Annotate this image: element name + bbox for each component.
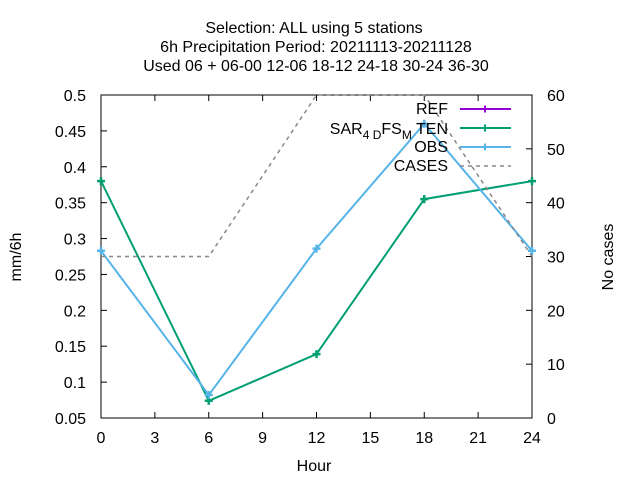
legend-label-ref: REF bbox=[416, 101, 448, 118]
x-tick-label: 9 bbox=[258, 430, 267, 447]
data-point-sar-4d-fs-m-ten bbox=[312, 350, 321, 359]
title-line-1: Selection: ALL using 5 stations bbox=[205, 20, 422, 37]
legend-label-sar-sub2: M bbox=[402, 128, 412, 142]
x-tick-label: 3 bbox=[150, 430, 159, 447]
x-axis-label: Hour bbox=[297, 458, 332, 475]
y-tick-label: 0.5 bbox=[64, 88, 86, 105]
legend-label-sar: SAR4 DFSM TEN bbox=[330, 121, 448, 142]
y2-tick-label: 0 bbox=[547, 411, 556, 428]
legend-marker-obs bbox=[481, 143, 489, 151]
y-tick-label: 0.35 bbox=[55, 196, 86, 213]
title-line-2: 6h Precipitation Period: 20211113-202111… bbox=[160, 39, 472, 56]
legend-label-obs: OBS bbox=[414, 139, 448, 156]
y-tick-label: 0.25 bbox=[55, 267, 86, 284]
legend: REF SAR4 DFSM TEN OBS CASES bbox=[330, 101, 511, 175]
data-point-obs bbox=[420, 119, 429, 128]
y2-tick-label: 10 bbox=[547, 357, 565, 374]
legend-label-sar-mid: FS bbox=[381, 121, 401, 138]
data-point-sar-4d-fs-m-ten bbox=[420, 195, 429, 204]
series-layer bbox=[97, 94, 536, 405]
y-axis-label: mm/6h bbox=[8, 233, 25, 282]
chart-title: Selection: ALL using 5 stations 6h Preci… bbox=[143, 20, 489, 75]
legend-label-sar-main: SAR bbox=[330, 121, 363, 138]
x-tick-label: 18 bbox=[415, 430, 433, 447]
y-tick-label: 0.1 bbox=[64, 375, 86, 392]
y-axis: 0.05 0.1 0.15 0.2 0.25 0.3 0.35 0.4 0.45 0.5 bbox=[55, 88, 107, 428]
y-tick-label: 0.15 bbox=[55, 339, 86, 356]
y-tick-label: 0.2 bbox=[64, 303, 86, 320]
x-tick-label: 6 bbox=[204, 430, 213, 447]
x-tick-label: 12 bbox=[308, 430, 326, 447]
y-tick-label: 0.05 bbox=[55, 411, 86, 428]
y2-axis: 0 10 20 30 40 50 60 bbox=[526, 88, 565, 428]
series-line-sar-4d-fs-m-ten bbox=[100, 180, 533, 403]
y2-axis-label: No cases bbox=[600, 224, 617, 291]
y-tick-label: 0.45 bbox=[55, 124, 86, 141]
data-point-obs bbox=[312, 244, 321, 253]
x-tick-label: 24 bbox=[523, 430, 541, 447]
legend-label-sar-tail: TEN bbox=[412, 121, 448, 138]
y2-tick-label: 40 bbox=[547, 196, 565, 213]
x-tick-label: 21 bbox=[469, 430, 487, 447]
data-point-sar-4d-fs-m-ten bbox=[528, 177, 536, 186]
data-point-obs bbox=[97, 246, 105, 255]
legend-marker-sar bbox=[481, 124, 489, 132]
data-point-sar-4d-fs-m-ten bbox=[97, 177, 105, 186]
legend-label-sar-sub1: 4 D bbox=[363, 128, 382, 142]
x-tick-label: 0 bbox=[97, 430, 106, 447]
legend-marker-ref bbox=[481, 105, 489, 113]
legend-label-cases: CASES bbox=[394, 158, 448, 175]
data-point-obs bbox=[204, 391, 213, 400]
series-line-cases bbox=[101, 94, 533, 258]
y2-tick-label: 60 bbox=[547, 88, 565, 105]
x-tick-label: 15 bbox=[361, 430, 379, 447]
y-tick-label: 0.3 bbox=[64, 232, 86, 249]
y-tick-label: 0.4 bbox=[64, 160, 86, 177]
x-axis: 0 3 6 9 12 15 18 21 24 bbox=[97, 95, 541, 447]
y2-tick-label: 30 bbox=[547, 250, 565, 267]
data-point-obs bbox=[528, 246, 536, 255]
y2-tick-label: 50 bbox=[547, 142, 565, 159]
y2-tick-label: 20 bbox=[547, 303, 565, 320]
title-line-3: Used 06 + 06-00 12-06 18-12 24-18 30-24 … bbox=[143, 58, 489, 75]
